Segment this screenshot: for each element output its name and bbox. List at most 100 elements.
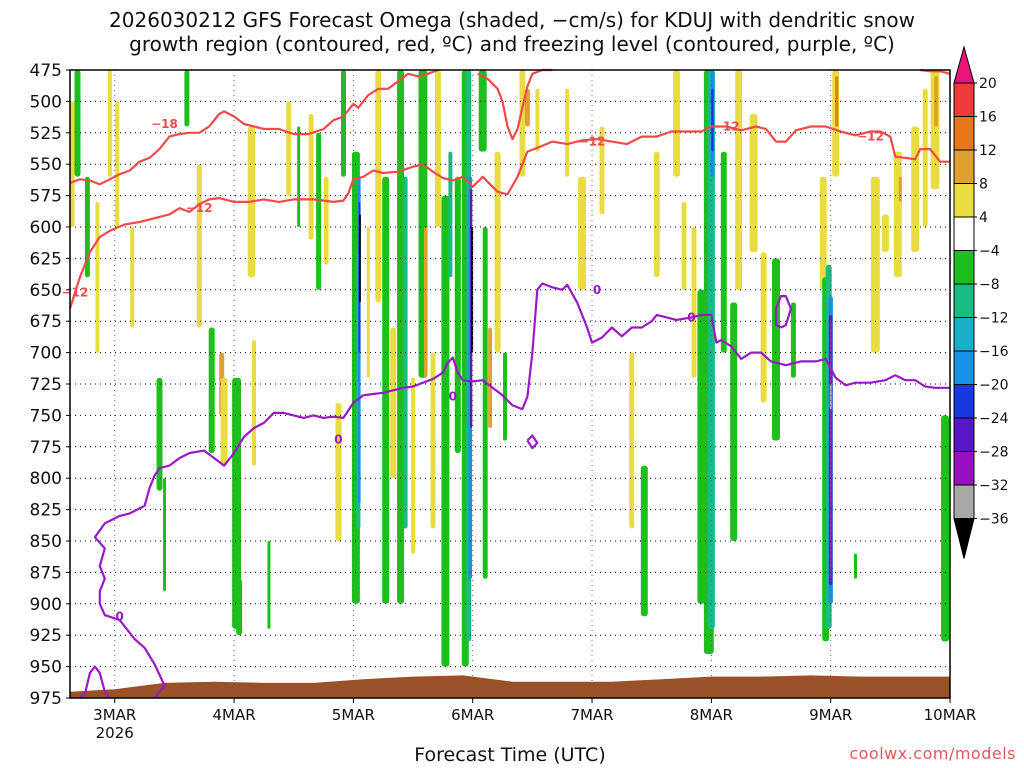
omega-band-56 — [524, 88, 530, 127]
omega-band-17 — [252, 340, 256, 466]
colorbar-swatch-8 — [953, 317, 975, 352]
colorbar-label-11: −28 — [979, 445, 1009, 461]
purple-contour-label-0-2: 0 — [116, 609, 124, 623]
purple-contour-label-0-1: 0 — [449, 390, 457, 404]
omega-band-57 — [535, 88, 540, 152]
colorbar-label-6: −8 — [979, 277, 1000, 293]
purple-contour-line-0 — [79, 665, 111, 699]
omega-band-31 — [366, 227, 370, 378]
omega-band-78 — [790, 302, 796, 378]
y-tick-label-725: 725 — [30, 375, 62, 395]
omega-band-22 — [316, 132, 322, 290]
omega-band-19 — [286, 101, 292, 196]
omega-band-32 — [375, 70, 382, 303]
omega-band-64 — [673, 70, 681, 177]
red-contour-label-0-0: −12 — [62, 285, 89, 299]
red-contour-label-1-0: −18 — [151, 117, 178, 131]
omega-band-58 — [565, 88, 570, 177]
omega-band-59 — [578, 176, 587, 290]
omega-band-42 — [441, 195, 450, 667]
omega-band-62 — [640, 465, 648, 617]
colorbar-swatch-12 — [953, 451, 975, 486]
colorbar-swatch-3 — [953, 149, 975, 184]
y-tick-label-600: 600 — [30, 218, 62, 238]
omega-band-61 — [629, 352, 635, 529]
omega-band-92 — [898, 176, 902, 202]
omega-band-34 — [390, 327, 397, 479]
colorbar-label-2: 12 — [979, 143, 997, 159]
omega-band-11 — [208, 327, 215, 454]
x-tick-label-9MAR: 9MAR — [809, 706, 852, 724]
y-tick-label-850: 850 — [30, 532, 62, 552]
purple-contour-line-1 — [93, 282, 950, 699]
colorbar-label-8: −16 — [979, 344, 1009, 360]
omega-band-13 — [220, 377, 228, 466]
colorbar-swatch-13 — [953, 484, 975, 519]
colorbar-label-4: 4 — [979, 210, 988, 226]
omega-band-20 — [297, 126, 301, 227]
omega-band-39 — [424, 227, 427, 378]
omega-band-37 — [411, 377, 416, 554]
colorbar-label-0: 20 — [979, 76, 997, 92]
x-tick-label-8MAR: 8MAR — [690, 706, 733, 724]
colorbar-label-1: 16 — [979, 110, 997, 126]
y-tick-label-925: 925 — [30, 626, 62, 646]
omega-band-77 — [772, 258, 780, 441]
omega-band-4 — [107, 70, 112, 177]
colorbar-swatch-6 — [953, 250, 975, 285]
omega-band-66 — [691, 227, 697, 378]
credit-text: coolwx.com/models — [849, 744, 1016, 763]
omega-band-60 — [599, 126, 605, 215]
y-tick-label-775: 775 — [30, 438, 62, 458]
purple-contour-line-2 — [774, 295, 792, 329]
x-axis-title: Forecast Time (UTC) — [414, 744, 606, 766]
omega-band-97 — [941, 415, 950, 642]
colorbar-swatch-4 — [953, 183, 975, 218]
red-contour-label-0-2: −12 — [579, 135, 606, 149]
y-tick-label-550: 550 — [30, 155, 62, 175]
y-tick-label-875: 875 — [30, 563, 62, 583]
omega-band-94 — [922, 88, 928, 227]
omega-band-5 — [115, 101, 120, 227]
omega-band-73 — [730, 302, 738, 541]
colorbar-bottom-arrow — [953, 518, 975, 559]
omega-band-63 — [653, 151, 660, 278]
y-tick-label-800: 800 — [30, 469, 62, 489]
omega-band-9 — [184, 70, 190, 127]
red-contour-label-0-4: −12 — [857, 130, 884, 144]
y-tick-label-675: 675 — [30, 312, 62, 332]
omega-shading-layer — [70, 70, 950, 667]
omega-band-10 — [196, 164, 202, 328]
x-tick-label-3MAR: 3MAR — [93, 706, 136, 724]
omega-band-43 — [448, 151, 453, 278]
omega-band-65 — [681, 201, 687, 290]
omega-band-85 — [829, 384, 832, 410]
colorbar-swatch-11 — [953, 417, 975, 452]
y-tick-label-525: 525 — [30, 124, 62, 144]
red-contour-line-0 — [68, 125, 950, 309]
colorbar-label-12: −32 — [979, 478, 1009, 494]
omega-band-35 — [397, 70, 405, 604]
omega-band-53 — [494, 151, 501, 353]
omega-band-74 — [735, 70, 743, 290]
omega-band-69 — [707, 70, 715, 629]
x-tick-label-5MAR: 5MAR — [332, 706, 375, 724]
colorbar-swatch-9 — [953, 350, 975, 385]
colorbar-swatch-1 — [953, 82, 975, 117]
colorbar-swatch-7 — [953, 283, 975, 318]
omega-band-76 — [760, 252, 767, 403]
y-tick-label-900: 900 — [30, 595, 62, 615]
y-tick-label-650: 650 — [30, 281, 62, 301]
omega-band-33 — [382, 176, 390, 604]
colorbar: 20 16 12 8 4 −4 −8 −12 −16 −20 −24 −28 −32 −36 — [953, 45, 1009, 559]
omega-band-96 — [934, 76, 939, 127]
red-contour-line-2 — [477, 68, 553, 141]
omega-band-51 — [482, 227, 488, 579]
ground-terrain — [70, 675, 950, 698]
omega-band-23 — [323, 176, 329, 265]
y-tick-label-700: 700 — [30, 344, 62, 364]
y-tick-label-625: 625 — [30, 249, 62, 269]
omega-band-93 — [911, 126, 920, 253]
omega-band-1 — [74, 70, 81, 177]
